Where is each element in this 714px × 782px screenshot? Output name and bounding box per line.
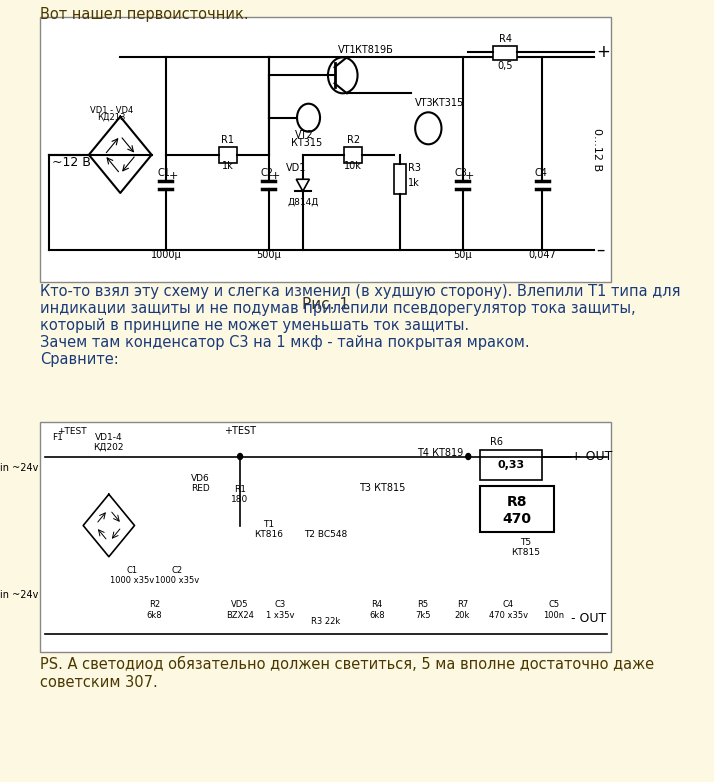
Text: R3: R3 (408, 163, 421, 173)
Text: T5
КТ815: T5 КТ815 (511, 538, 540, 558)
Text: R8: R8 (506, 496, 527, 510)
Text: 470: 470 (502, 511, 531, 526)
Text: Д814Д: Д814Д (287, 197, 318, 206)
Text: Кто-то взял эту схему и слегка изменил (в худшую сторону). Влепили Т1 типа для: Кто-то взял эту схему и слегка изменил (… (41, 284, 681, 299)
Text: Зачем там конденсатор С3 на 1 мкф - тайна покрытая мраком.: Зачем там конденсатор С3 на 1 мкф - тайн… (41, 335, 530, 350)
Text: F1: F1 (52, 433, 63, 443)
Text: - OUT: - OUT (571, 612, 606, 625)
Text: in ~24v: in ~24v (1, 463, 39, 473)
Text: Сравните:: Сравните: (41, 352, 119, 367)
Text: КТ819Б: КТ819Б (355, 45, 393, 56)
Text: VT3: VT3 (415, 99, 433, 108)
Text: Вот нашел первоисточник.: Вот нашел первоисточник. (41, 7, 249, 22)
Text: VD1 - VD4: VD1 - VD4 (90, 106, 134, 115)
Text: +TEST: +TEST (224, 425, 256, 436)
Text: ~12 В: ~12 В (52, 156, 91, 169)
Text: C5
100n: C5 100n (543, 600, 564, 619)
Text: C3
1 x35v: C3 1 x35v (266, 600, 294, 619)
Text: 50µ: 50µ (453, 250, 472, 260)
Text: 1000µ: 1000µ (151, 250, 181, 260)
Text: +: + (596, 43, 610, 61)
Text: C2
1000 x35v: C2 1000 x35v (155, 565, 199, 585)
Bar (218, 147, 237, 163)
Text: C2: C2 (261, 168, 273, 178)
Text: 0,5: 0,5 (497, 61, 513, 70)
Text: PS. А светодиод обязательно должен светиться, 5 ма вполне достаточно даже: PS. А светодиод обязательно должен свети… (41, 657, 655, 673)
Text: 500µ: 500µ (256, 250, 281, 260)
Text: КТ315: КТ315 (291, 138, 323, 148)
Text: R4: R4 (498, 34, 511, 44)
Circle shape (466, 454, 471, 460)
Text: R7
20k: R7 20k (455, 600, 471, 619)
Text: R6: R6 (491, 437, 503, 447)
Text: 1k: 1k (222, 161, 233, 170)
Text: +: + (169, 170, 178, 181)
Text: in ~24v: in ~24v (1, 590, 39, 600)
Text: R3 22k: R3 22k (311, 618, 341, 626)
Text: +: + (271, 170, 281, 181)
Text: R2: R2 (347, 135, 360, 145)
Bar (41, 422, 611, 652)
Text: R5
7k5: R5 7k5 (415, 600, 431, 619)
Text: R1: R1 (221, 135, 234, 145)
Bar (394, 164, 406, 194)
Text: VD1-4: VD1-4 (95, 433, 123, 443)
Circle shape (238, 454, 243, 460)
Text: T2 BC548: T2 BC548 (304, 530, 347, 539)
Polygon shape (296, 179, 309, 192)
Text: советским 307.: советским 307. (41, 675, 158, 690)
Bar (41, 17, 611, 282)
Bar (493, 46, 518, 59)
Text: индикации защиты и не подумав прилепили псевдорегулятор тока защиты,: индикации защиты и не подумав прилепили … (41, 301, 636, 316)
Text: VT2: VT2 (295, 130, 313, 140)
Text: VT1: VT1 (338, 45, 356, 56)
Text: который в принципе не может уменьшать ток защиты.: который в принципе не может уменьшать то… (41, 318, 470, 333)
Text: C4
470 x35v: C4 470 x35v (488, 600, 528, 619)
Text: КТ315: КТ315 (433, 99, 463, 108)
Text: C1
1000 x35v: C1 1000 x35v (109, 565, 154, 585)
Text: T3 КТ815: T3 КТ815 (359, 483, 406, 493)
Text: VD5
BZX24: VD5 BZX24 (226, 600, 254, 619)
Text: R2
6k8: R2 6k8 (146, 600, 162, 619)
Text: +: + (465, 170, 474, 181)
Text: 0...12 В: 0...12 В (592, 128, 602, 171)
Bar (480, 486, 554, 533)
Text: C4: C4 (534, 168, 547, 178)
Text: T1
КТ816: T1 КТ816 (254, 519, 283, 539)
Text: 1k: 1k (408, 178, 420, 188)
Text: + OUT: + OUT (571, 450, 613, 463)
Text: –: – (596, 241, 605, 259)
Text: 0,047: 0,047 (528, 250, 556, 260)
Text: КД202: КД202 (94, 443, 124, 451)
Text: C3: C3 (455, 168, 468, 178)
Text: R4
6k8: R4 6k8 (369, 600, 385, 619)
Text: Рис. 1: Рис. 1 (302, 297, 349, 312)
Text: 0,33: 0,33 (498, 460, 525, 469)
Text: +TEST: +TEST (58, 426, 87, 436)
Text: КД213: КД213 (98, 113, 126, 122)
Text: VD6
RED: VD6 RED (191, 474, 209, 493)
Text: VD1: VD1 (286, 163, 306, 174)
Text: 10k: 10k (344, 161, 362, 170)
Text: C1: C1 (158, 168, 171, 178)
Text: R1
180: R1 180 (231, 485, 248, 504)
Bar (480, 450, 543, 479)
Bar (344, 147, 363, 163)
Text: T4 КТ819: T4 КТ819 (416, 449, 463, 458)
